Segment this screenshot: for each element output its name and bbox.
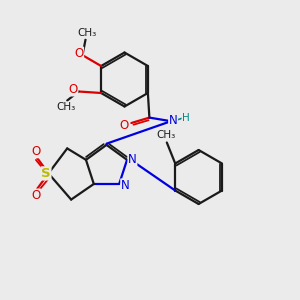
Text: O: O: [120, 119, 129, 132]
Text: H: H: [182, 112, 190, 123]
Text: O: O: [31, 189, 40, 202]
Text: N: N: [169, 113, 178, 127]
Text: O: O: [69, 83, 78, 96]
Text: O: O: [74, 47, 83, 60]
Text: CH₃: CH₃: [157, 130, 176, 140]
Text: S: S: [41, 167, 51, 180]
Text: CH₃: CH₃: [77, 28, 96, 38]
Text: O: O: [31, 145, 40, 158]
Text: N: N: [128, 153, 137, 166]
Text: N: N: [121, 179, 130, 192]
Text: CH₃: CH₃: [56, 102, 75, 112]
